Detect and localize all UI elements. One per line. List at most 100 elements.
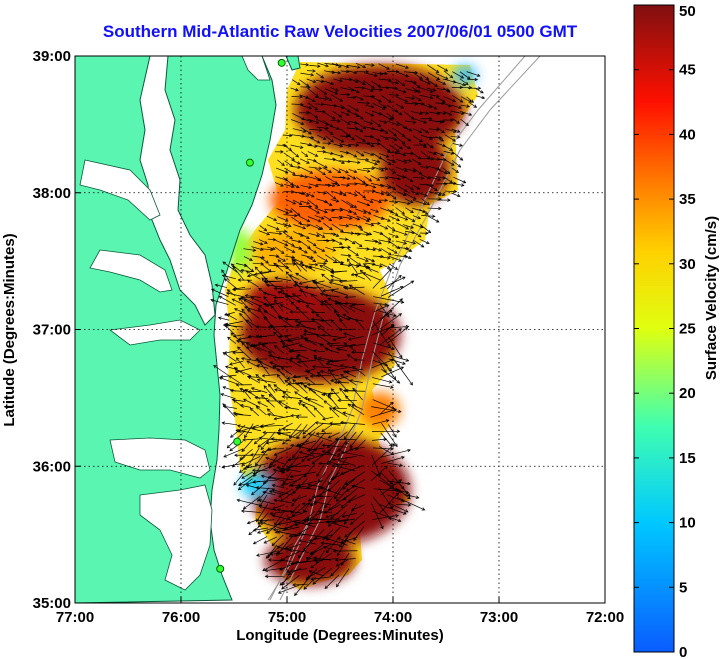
velocity-arrow-head — [349, 447, 353, 451]
velocity-arrow-head — [238, 297, 242, 302]
velocity-arrow-head — [453, 189, 458, 194]
velocity-arrow-head — [247, 334, 252, 339]
velocity-arrow — [443, 110, 452, 116]
velocity-arrow-head — [306, 201, 310, 205]
velocity-arrow-head — [218, 376, 223, 381]
velocity-arrow-head — [448, 103, 452, 108]
velocity-arrow-head — [280, 183, 284, 187]
velocity-arrow — [373, 214, 384, 220]
velocity-arrow — [371, 81, 381, 88]
velocity-arrow — [291, 183, 300, 188]
velocity-arrow-head — [324, 293, 328, 298]
velocity-arrow-head — [372, 262, 376, 266]
velocity-arrow — [236, 263, 248, 267]
velocity-arrow — [348, 70, 357, 74]
velocity-arrow-head — [347, 337, 352, 341]
velocity-arrow-head — [402, 192, 407, 196]
velocity-arrow-head — [266, 530, 270, 534]
velocity-arrow-head — [417, 89, 421, 93]
velocity-arrow — [220, 374, 237, 378]
velocity-arrow-head — [344, 481, 349, 486]
velocity-arrow-head — [421, 507, 426, 511]
velocity-arrow-head — [265, 441, 270, 445]
velocity-arrow-head — [312, 98, 316, 102]
velocity-arrow-head — [241, 341, 245, 346]
velocity-arrow — [263, 432, 285, 434]
velocity-arrow — [290, 208, 300, 216]
velocity-arrow-head — [226, 313, 231, 318]
velocity-arrow-head — [297, 532, 302, 536]
velocity-arrow — [420, 150, 431, 159]
velocity-arrow — [261, 394, 275, 408]
velocity-arrow — [307, 118, 319, 124]
velocity-arrow-head — [296, 299, 301, 304]
velocity-arrow-head — [376, 177, 381, 181]
velocity-arrow — [255, 374, 268, 384]
velocity-arrow — [281, 367, 292, 375]
velocity-arrow — [305, 510, 316, 521]
velocity-arrow-head — [284, 293, 288, 297]
velocity-arrow — [328, 392, 340, 395]
velocity-arrow — [345, 286, 365, 289]
velocity-arrow — [298, 440, 317, 447]
velocity-arrow — [388, 94, 399, 96]
velocity-arrow — [404, 494, 419, 499]
velocity-arrow — [335, 300, 349, 314]
velocity-arrow-head — [319, 343, 323, 347]
velocity-arrow — [442, 87, 451, 93]
velocity-arrow-head — [268, 558, 272, 562]
velocity-arrow-head — [366, 203, 371, 207]
velocity-arrow-head — [417, 234, 422, 238]
velocity-arrow-head — [304, 175, 309, 179]
velocity-arrow — [230, 390, 244, 392]
velocity-arrow-head — [391, 443, 396, 448]
velocity-arrow — [276, 543, 294, 554]
velocity-arrow-head — [389, 481, 394, 485]
velocity-arrow — [248, 335, 259, 338]
velocity-arrow-head — [264, 568, 268, 573]
velocity-arrow-head — [336, 126, 341, 131]
velocity-arrow-head — [334, 302, 338, 306]
velocity-arrow — [331, 238, 343, 245]
velocity-arrow-head — [340, 471, 344, 475]
velocity-arrow-head — [284, 170, 289, 174]
velocity-arrow — [379, 263, 391, 269]
velocity-arrow — [372, 255, 384, 257]
velocity-arrow — [343, 488, 358, 501]
velocity-arrow — [469, 102, 477, 108]
velocity-arrow — [256, 364, 269, 369]
velocity-arrow — [308, 183, 319, 187]
velocity-arrow-head — [290, 413, 294, 418]
velocity-arrow — [237, 425, 262, 432]
velocity-arrow-head — [376, 159, 381, 164]
velocity-arrow-head — [341, 160, 345, 164]
velocity-arrow-head — [363, 263, 367, 267]
velocity-arrow-head — [305, 305, 310, 309]
velocity-arrow — [238, 470, 260, 486]
velocity-arrow — [386, 183, 396, 191]
velocity-arrow-head — [388, 99, 392, 103]
velocity-arrow — [316, 550, 326, 564]
velocity-arrow — [419, 73, 429, 80]
velocity-arrow-head — [287, 571, 292, 575]
velocity-arrow-head — [420, 176, 425, 180]
velocity-arrow-head — [435, 219, 440, 223]
velocity-arrow-head — [423, 144, 427, 148]
velocity-arrow — [389, 144, 400, 153]
velocity-arrow — [309, 129, 322, 131]
velocity-arrow — [345, 471, 366, 486]
velocity-arrow-head — [239, 387, 244, 392]
velocity-arrow — [304, 397, 318, 401]
velocity-arrow — [322, 200, 333, 206]
velocity-arrow — [252, 344, 268, 352]
velocity-arrow — [259, 494, 268, 507]
velocity-arrow — [362, 272, 381, 281]
velocity-arrow-head — [408, 128, 413, 132]
velocity-arrow — [378, 310, 397, 317]
velocity-arrow — [299, 344, 315, 352]
velocity-arrow-head — [318, 166, 323, 170]
velocity-arrow — [443, 176, 453, 184]
velocity-arrow-head — [339, 420, 344, 425]
velocity-arrow-head — [386, 66, 390, 70]
velocity-arrow — [396, 121, 408, 130]
